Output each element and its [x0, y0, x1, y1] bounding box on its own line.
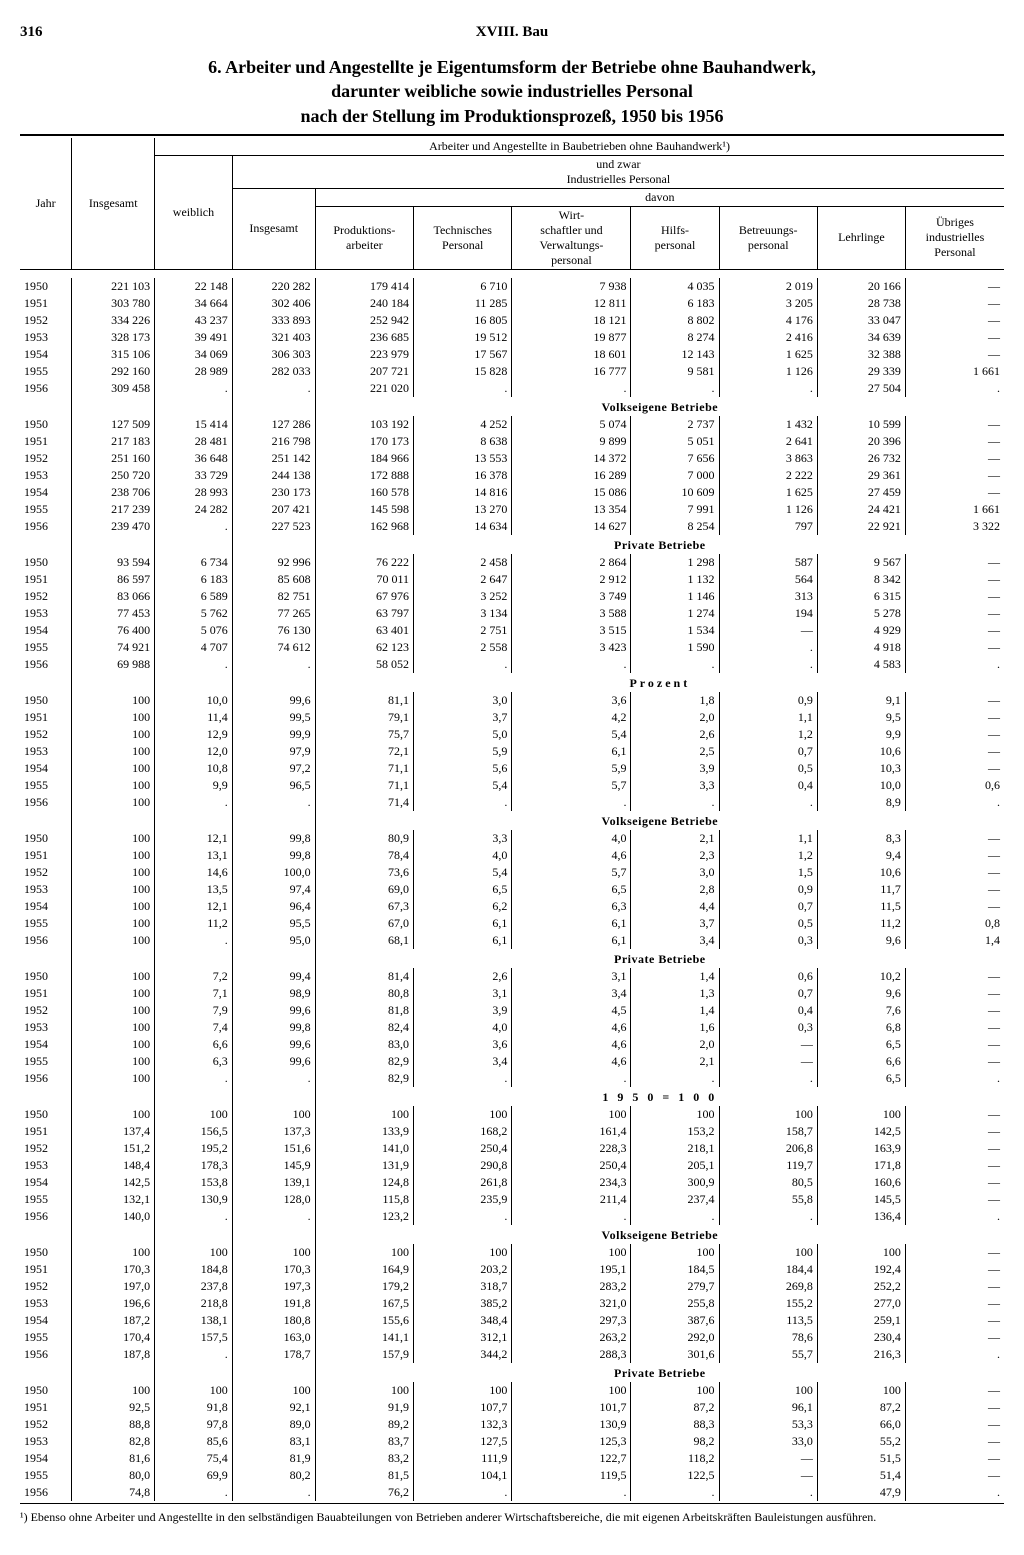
section-heading: Prozent — [20, 673, 1004, 692]
table-row: 1952251 16036 648251 142184 96613 55314 … — [20, 450, 1004, 467]
table-row: 195476 4005 07676 13063 4012 7513 5151 5… — [20, 622, 1004, 639]
table-row: 1950100100100100100100100100100— — [20, 1106, 1004, 1123]
col-year: Jahr — [20, 138, 72, 270]
table-header: Jahr Insgesamt Arbeiter und Angestellte … — [20, 138, 1004, 270]
col-care: Betreuungs-personal — [719, 206, 817, 269]
table-row: 19531007,499,882,44,04,61,60,36,8— — [20, 1019, 1004, 1036]
table-row: 195410010,897,271,15,65,93,90,510,3— — [20, 760, 1004, 777]
table-row: 195192,591,892,191,9107,7101,787,296,187… — [20, 1399, 1004, 1416]
col-aux: Hilfs-personal — [631, 206, 719, 269]
table-row: 19511007,198,980,83,13,41,30,79,6— — [20, 985, 1004, 1002]
table-row: 1951170,3184,8170,3164,9203,2195,1184,51… — [20, 1261, 1004, 1278]
table-row: 195510011,295,567,06,16,13,70,511,20,8 — [20, 915, 1004, 932]
table-row: 1955217 23924 282207 421145 59813 27013 … — [20, 501, 1004, 518]
table-row: 195674,8..76,2....47,9. — [20, 1484, 1004, 1501]
table-row: 195310013,597,469,06,56,52,80,911,7— — [20, 881, 1004, 898]
table-row: 1952197,0237,8197,3179,2318,7283,2279,72… — [20, 1278, 1004, 1295]
table-row: 195186 5976 18385 60870 0112 6472 9121 1… — [20, 571, 1004, 588]
table-row: 195210012,999,975,75,05,42,61,29,9— — [20, 726, 1004, 743]
table-row: 1955292 16028 989282 033207 72115 82816 … — [20, 363, 1004, 380]
table-row: 195310012,097,972,15,96,12,50,710,6— — [20, 743, 1004, 760]
table-row: 1953196,6218,8191,8167,5385,2321,0255,81… — [20, 1295, 1004, 1312]
col-prod: Produktions-arbeiter — [315, 206, 413, 269]
footnote: ¹) Ebenso ohne Arbeiter und Angestellte … — [20, 1510, 1004, 1526]
table-row: 195580,069,980,281,5104,1119,5122,5—51,4… — [20, 1467, 1004, 1484]
section-heading: Volkseigene Betriebe — [20, 811, 1004, 830]
table-row: 195288,897,889,089,2132,3130,988,353,366… — [20, 1416, 1004, 1433]
table-row: 19501007,299,481,42,63,11,40,610,2— — [20, 968, 1004, 985]
table-row: 1956309 458..221 020....27 504. — [20, 380, 1004, 397]
table-row: 1953148,4178,3145,9131,9290,8250,4205,11… — [20, 1157, 1004, 1174]
table-row: 1956187,8.178,7157,9344,2288,3301,655,72… — [20, 1346, 1004, 1363]
col-appr: Lehrlinge — [817, 206, 905, 269]
table-row: 1955170,4157,5163,0141,1312,1263,2292,07… — [20, 1329, 1004, 1346]
table-row: 1950100100100100100100100100100— — [20, 1244, 1004, 1261]
table-row: 1952334 22643 237333 893252 94216 80518 … — [20, 312, 1004, 329]
table-row: 1952151,2195,2151,6141,0250,4228,3218,12… — [20, 1140, 1004, 1157]
page-header: 316 XVIII. Bau 316 — [20, 24, 1004, 41]
table-row: 1951303 78034 664302 406240 18411 28512 … — [20, 295, 1004, 312]
table-row: 1956239 470.227 523162 96814 63414 6278 … — [20, 518, 1004, 535]
table-row: 1951137,4156,5137,3133,9168,2161,4153,21… — [20, 1123, 1004, 1140]
col-total: Insgesamt — [72, 138, 155, 270]
page-number: 316 — [20, 24, 43, 41]
col-other: ÜbrigesindustriellesPersonal — [905, 206, 1004, 269]
chapter-label: XVIII. Bau — [476, 24, 549, 41]
col-tech: TechnischesPersonal — [414, 206, 512, 269]
table-row: 195377 4535 76277 26563 7973 1343 5881 2… — [20, 605, 1004, 622]
col-ind-total: Insgesamt — [232, 188, 315, 269]
section-heading: 1 9 5 0 = 1 0 0 — [20, 1087, 1004, 1106]
table-row: 1953250 72033 729244 138172 88816 37816 … — [20, 467, 1004, 484]
table-row: 1954142,5153,8139,1124,8261,8234,3300,98… — [20, 1174, 1004, 1191]
section-heading: Volkseigene Betriebe — [20, 1225, 1004, 1244]
table-row: 195382,885,683,183,7127,5125,398,233,055… — [20, 1433, 1004, 1450]
section-heading: Private Betriebe — [20, 535, 1004, 554]
col-female: weiblich — [155, 155, 233, 269]
table-row: 1950127 50915 414127 286103 1924 2525 07… — [20, 416, 1004, 433]
table-row: 1956100..71,4....8,9. — [20, 794, 1004, 811]
table-row: 195481,675,481,983,2111,9122,7118,2—51,5… — [20, 1450, 1004, 1467]
table-row: 195283 0666 58982 75167 9763 2523 7491 1… — [20, 588, 1004, 605]
table-row: 1953328 17339 491321 403236 68519 51219 … — [20, 329, 1004, 346]
table-row: 195110011,499,579,13,74,22,01,19,5— — [20, 709, 1004, 726]
table-row: 1956100..82,9....6,5. — [20, 1070, 1004, 1087]
table-row: 1954187,2138,1180,8155,6348,4297,3387,61… — [20, 1312, 1004, 1329]
table-body: 1950221 10322 148220 282179 4146 7107 93… — [20, 269, 1004, 1501]
table-row: 195210014,6100,073,65,45,73,01,510,6— — [20, 864, 1004, 881]
table-row: 19521007,999,681,83,94,51,40,47,6— — [20, 1002, 1004, 1019]
table-row: 195574 9214 70774 61262 1232 5583 4231 5… — [20, 639, 1004, 656]
sub-spanner1: und zwar Industrielles Personal — [232, 155, 1004, 188]
table-row: 1954315 10634 069306 303223 97917 56718 … — [20, 346, 1004, 363]
table-row: 1956140,0..123,2....136,4. — [20, 1208, 1004, 1225]
table-row: 19551006,399,682,93,44,62,1—6,6— — [20, 1053, 1004, 1070]
sub-spanner3: davon — [315, 188, 1004, 206]
table-row: 1950100100100100100100100100100— — [20, 1382, 1004, 1399]
table-row: 1954238 70628 993230 173160 57814 81615 … — [20, 484, 1004, 501]
table-row: 1950221 10322 148220 282179 4146 7107 93… — [20, 278, 1004, 295]
page-title: 6. Arbeiter und Angestellte je Eigentums… — [20, 55, 1004, 128]
table-row: 195110013,199,878,44,04,62,31,29,4— — [20, 847, 1004, 864]
section-heading: Private Betriebe — [20, 949, 1004, 968]
data-table: Jahr Insgesamt Arbeiter und Angestellte … — [20, 138, 1004, 1501]
table-row: 195410012,196,467,36,26,34,40,711,5— — [20, 898, 1004, 915]
col-admin: Wirt-schaftler undVerwaltungs-personal — [512, 206, 631, 269]
table-row: 1955132,1130,9128,0115,8235,9211,4237,45… — [20, 1191, 1004, 1208]
section-heading: Private Betriebe — [20, 1363, 1004, 1382]
table-row: 195093 5946 73492 99676 2222 4582 8641 2… — [20, 554, 1004, 571]
section-heading: Volkseigene Betriebe — [20, 397, 1004, 416]
table-row: 19551009,996,571,15,45,73,30,410,00,6 — [20, 777, 1004, 794]
spanner: Arbeiter und Angestellte in Baubetrieben… — [155, 138, 1004, 156]
table-row: 19541006,699,683,03,64,62,0—6,5— — [20, 1036, 1004, 1053]
table-row: 1956100.95,068,16,16,13,40,39,61,4 — [20, 932, 1004, 949]
table-row: 195010010,099,681,13,03,61,80,99,1— — [20, 692, 1004, 709]
table-row: 195010012,199,880,93,34,02,11,18,3— — [20, 830, 1004, 847]
table-row: 1951217 18328 481216 798170 1738 6389 89… — [20, 433, 1004, 450]
table-row: 195669 988..58 052....4 583. — [20, 656, 1004, 673]
